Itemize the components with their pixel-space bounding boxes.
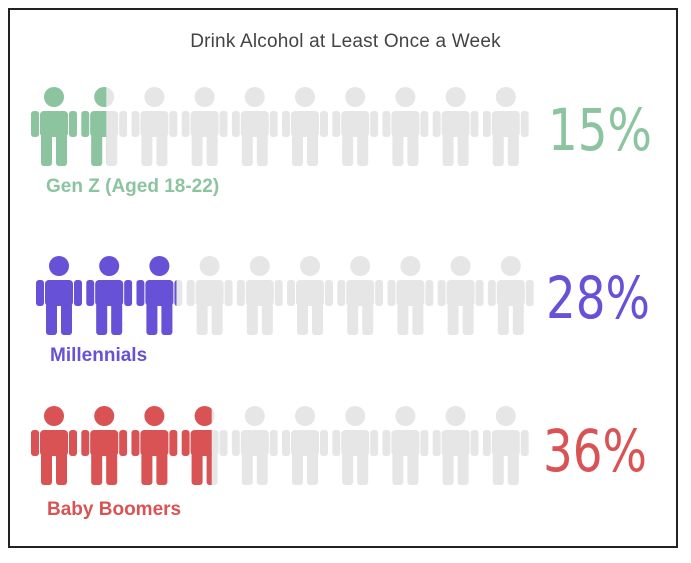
person-icon — [81, 406, 128, 485]
person-icon — [332, 87, 379, 166]
person-icon — [432, 87, 479, 166]
person-icon — [282, 87, 328, 166]
series-label: Millennials — [50, 345, 147, 366]
person-icon — [332, 406, 379, 485]
percentage-label: 28% — [546, 264, 650, 332]
person-icon — [86, 256, 133, 335]
person-icon — [432, 406, 479, 485]
person-icon — [231, 87, 278, 166]
percentage-label: 36% — [543, 417, 647, 485]
person-icon — [382, 87, 429, 166]
chart-title: Drink Alcohol at Least Once a Week — [190, 31, 501, 52]
person-icon — [482, 87, 529, 166]
person-icon — [231, 406, 278, 485]
person-icon — [131, 406, 178, 485]
series-label: Baby Boomers — [47, 499, 181, 520]
person-icon — [136, 256, 177, 335]
series-row: Millennials 28% — [36, 256, 650, 366]
person-icon — [287, 256, 333, 335]
person-icon — [186, 256, 233, 335]
person-icon — [337, 256, 384, 335]
series-row: Baby Boomers 36% — [31, 406, 647, 520]
person-icon — [282, 406, 328, 485]
person-icon — [31, 87, 77, 166]
person-icon — [181, 87, 228, 166]
person-icon — [236, 256, 283, 335]
series-label: Gen Z (Aged 18-22) — [46, 176, 219, 197]
person-icon — [437, 256, 484, 335]
person-icon — [131, 87, 178, 166]
series-row: Gen Z (Aged 18-22) 15% — [31, 87, 652, 197]
person-icon — [487, 256, 534, 335]
person-icon — [31, 406, 77, 485]
person-icon — [36, 256, 82, 335]
person-icon — [387, 256, 434, 335]
percentage-label: 15% — [548, 96, 652, 164]
person-icon — [382, 406, 429, 485]
person-icon — [482, 406, 529, 485]
